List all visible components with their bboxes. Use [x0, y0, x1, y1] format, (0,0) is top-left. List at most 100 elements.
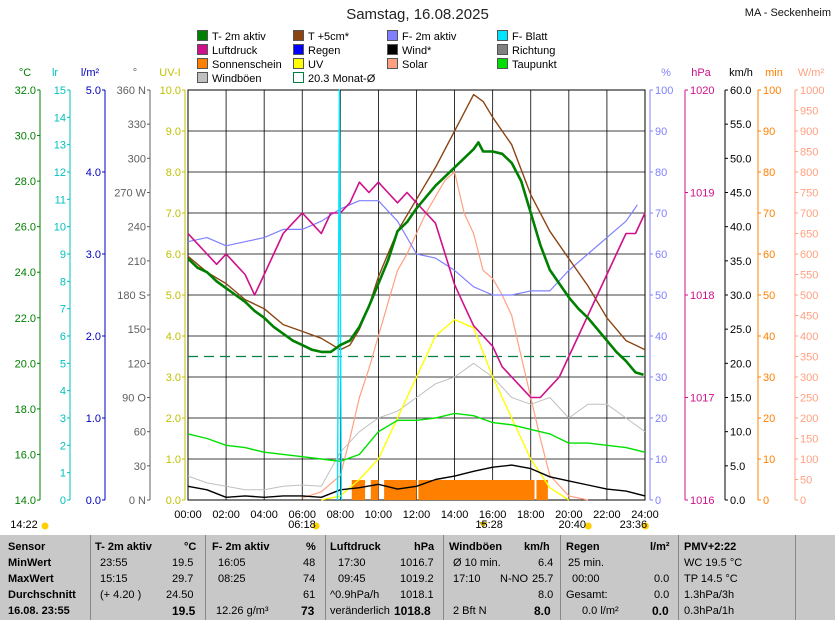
legend-label: Sonnenschein: [212, 59, 282, 71]
hum-header: F- 2m aktiv: [212, 541, 270, 553]
y-tick-label: 5.0: [730, 461, 745, 473]
y-tick-label: 6: [60, 331, 66, 343]
hum-avg-value: 61: [303, 589, 316, 601]
rain-max-time: 00:00: [572, 573, 600, 585]
current-date: 16.08. 23:55: [8, 605, 70, 617]
temp-max-time: 15:15: [100, 573, 128, 585]
y-tick-label: 50.0: [730, 153, 751, 165]
wind-max-value: 25.7: [532, 573, 554, 585]
legend-label: Wind*: [402, 45, 432, 57]
y-tick-label: 7.0: [166, 208, 181, 220]
pmv-windchill: WC 19.5 °C: [684, 557, 743, 569]
x-tick-label: 14:00: [441, 509, 469, 521]
y-tick-label: 60.0: [730, 85, 751, 97]
legend-item: Wind*: [387, 44, 431, 57]
pmv-trend1h: 0.3hPa/1h: [684, 605, 735, 617]
y-tick-label: 20: [763, 413, 775, 425]
wind-avg-label: Ø 10 min.: [453, 557, 501, 569]
y-tick-label: 40.0: [730, 222, 751, 234]
time-marker-label: 23:36: [620, 519, 648, 531]
y-tick-label: 10: [655, 454, 667, 466]
y-tick-label: 25.0: [730, 324, 751, 336]
y-tick-label: 13: [54, 140, 66, 152]
stats-table: Sensor MinWert MaxWert Durchschnitt 16.0…: [0, 535, 835, 620]
y-tick-label: 150: [800, 434, 818, 446]
y-tick-label: 750: [800, 188, 818, 200]
y-tick-label: 650: [800, 229, 818, 241]
y-tick-label: 1000: [800, 85, 824, 97]
sunshine-bar: [351, 480, 366, 500]
series-line: [302, 171, 589, 501]
y-tick-label: 2.0: [166, 413, 181, 425]
y-tick-label: 5.0: [166, 290, 181, 302]
legend-swatch: [497, 58, 508, 69]
y-tick-label: 1: [60, 468, 66, 480]
y-tick-label: 1.0: [86, 413, 101, 425]
press-forecast: veränderlich: [330, 605, 390, 617]
wind-header: Windböen: [449, 541, 503, 553]
y-tick-label: 60: [763, 249, 775, 261]
y-tick-label: 300: [800, 372, 818, 384]
legend-item: F- Blatt: [497, 30, 547, 43]
hum-min-time: 16:05: [218, 557, 246, 569]
y-tick-label: 3.0: [166, 372, 181, 384]
y-tick-label: 90: [763, 126, 775, 138]
y-tick-label: 20: [655, 413, 667, 425]
y-tick-label: 5.0: [86, 85, 101, 97]
wind-bft: 2 Bft N: [453, 605, 487, 617]
legend-item: T- 2m aktiv: [197, 30, 266, 43]
press-max-value: 1019.2: [400, 573, 434, 585]
y-tick-label: 6.0: [166, 249, 181, 261]
y-tick-label: 16.0: [15, 449, 36, 461]
y-tick-label: 28.0: [15, 176, 36, 188]
wind-max-dir: N-NO: [500, 573, 529, 585]
y-tick-label: 50: [655, 290, 667, 302]
y-tick-label: 240: [128, 222, 146, 234]
y-tick-label: 600: [800, 249, 818, 261]
y-axis-unit: l/m²: [81, 67, 100, 79]
y-tick-label: 10.0: [730, 427, 751, 439]
y-tick-label: 0 N: [129, 495, 146, 507]
legend-swatch: [197, 44, 208, 55]
y-tick-label: 100: [655, 85, 673, 97]
rain-today: 0.0 l/m²: [582, 605, 619, 617]
legend-label: Regen: [308, 45, 341, 57]
y-tick-label: 2: [60, 440, 66, 452]
time-marker-label: 14:22: [10, 519, 38, 531]
wind-max-time: 17:10: [453, 573, 481, 585]
temp-max-value: 29.7: [172, 573, 194, 585]
y-axis-unit: lr: [52, 67, 58, 79]
y-tick-label: 450: [800, 311, 818, 323]
y-tick-label: 40: [763, 331, 775, 343]
legend-label: UV: [308, 59, 324, 71]
y-tick-label: 150: [128, 324, 146, 336]
press-max-time: 09:45: [338, 573, 366, 585]
legend-item: Solar: [387, 58, 428, 71]
legend-label: Luftdruck: [212, 45, 258, 57]
legend-label: Richtung: [512, 45, 556, 57]
rain-max-value: 0.0: [654, 573, 670, 585]
legend-item: 20.3 Monat-Ø: [293, 72, 375, 85]
temp-unit: °C: [184, 541, 197, 553]
legend-swatch: [497, 44, 508, 55]
y-tick-label: 1.0: [166, 454, 181, 466]
y-tick-label: 70: [655, 208, 667, 220]
wind-avg-value: 8.0: [538, 589, 554, 601]
hum-max-value: 74: [303, 573, 316, 585]
y-tick-label: 50: [800, 475, 812, 487]
y-tick-label: 300: [128, 153, 146, 165]
legend-swatch: [387, 30, 398, 41]
y-tick-label: 210: [128, 256, 146, 268]
y-tick-label: 60: [655, 249, 667, 261]
rain-total-label: Gesamt:: [566, 589, 608, 601]
temp-min-time: 23:55: [100, 557, 128, 569]
y-tick-label: 11: [55, 194, 66, 206]
weather-chart: 00:00 02:00 04:00 06:00 08:00 10:00 12:00 14:00…: [10, 67, 824, 531]
y-tick-label: 800: [800, 167, 818, 179]
series-line: [187, 93, 646, 351]
legend-swatch: [497, 30, 508, 41]
y-tick-label: 100: [800, 454, 818, 466]
y-tick-label: 30: [763, 372, 775, 384]
legend-label: F- Blatt: [512, 31, 548, 43]
y-tick-label: 0.0: [730, 495, 745, 507]
